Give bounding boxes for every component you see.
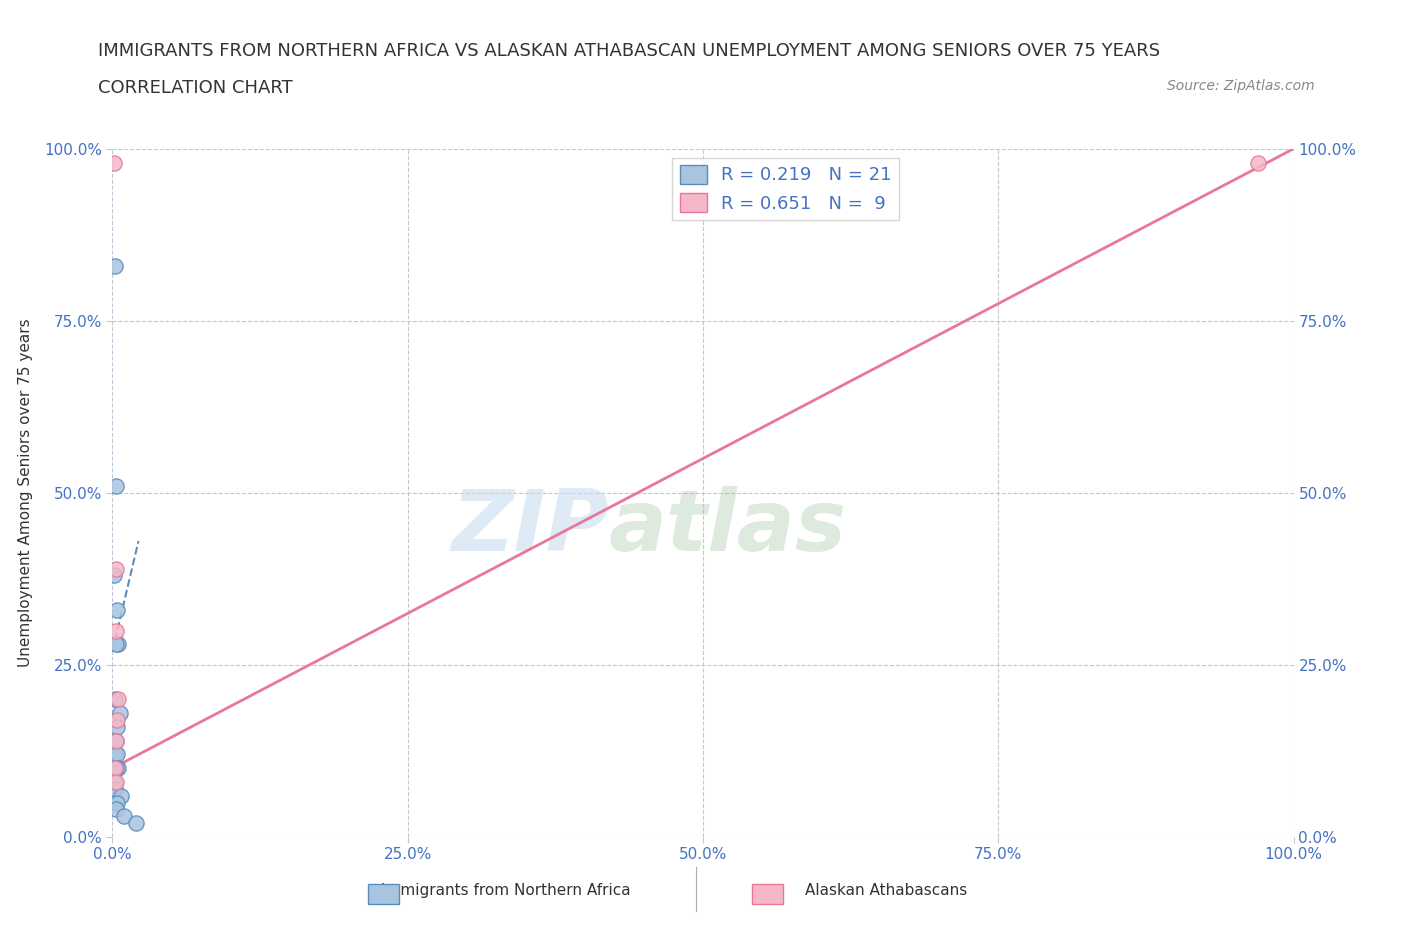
- Point: [112, 809, 135, 824]
- Point: [103, 568, 125, 583]
- Point: [110, 789, 132, 804]
- Point: [105, 733, 128, 748]
- Point: [105, 637, 128, 652]
- Point: [107, 692, 129, 707]
- Point: [105, 561, 128, 576]
- Point: [1247, 155, 1270, 170]
- Point: [104, 781, 127, 796]
- Point: [105, 802, 128, 817]
- Point: [105, 795, 128, 810]
- Point: [104, 692, 127, 707]
- Point: [105, 747, 128, 762]
- Point: [103, 155, 125, 170]
- Point: [107, 761, 129, 776]
- Point: [105, 623, 128, 638]
- Point: [105, 603, 128, 618]
- Point: [105, 479, 128, 494]
- Y-axis label: Unemployment Among Seniors over 75 years: Unemployment Among Seniors over 75 years: [18, 319, 32, 667]
- Point: [105, 761, 128, 776]
- Point: [125, 816, 148, 830]
- Text: ZIP: ZIP: [451, 485, 609, 569]
- Point: [108, 706, 131, 721]
- Point: [103, 775, 125, 790]
- Text: Immigrants from Northern Africa: Immigrants from Northern Africa: [381, 884, 631, 898]
- Point: [105, 720, 128, 735]
- Point: [105, 712, 128, 727]
- Point: [105, 775, 128, 790]
- Point: [105, 733, 128, 748]
- Point: [104, 761, 127, 776]
- Text: atlas: atlas: [609, 485, 846, 569]
- Text: CORRELATION CHART: CORRELATION CHART: [98, 79, 294, 97]
- Text: IMMIGRANTS FROM NORTHERN AFRICA VS ALASKAN ATHABASCAN UNEMPLOYMENT AMONG SENIORS: IMMIGRANTS FROM NORTHERN AFRICA VS ALASK…: [98, 42, 1160, 60]
- Point: [104, 259, 127, 273]
- Text: Source: ZipAtlas.com: Source: ZipAtlas.com: [1167, 79, 1315, 93]
- Point: [107, 637, 129, 652]
- Legend: R = 0.219   N = 21, R = 0.651   N =  9: R = 0.219 N = 21, R = 0.651 N = 9: [672, 158, 898, 220]
- Text: Alaskan Athabascans: Alaskan Athabascans: [804, 884, 967, 898]
- Point: [104, 747, 127, 762]
